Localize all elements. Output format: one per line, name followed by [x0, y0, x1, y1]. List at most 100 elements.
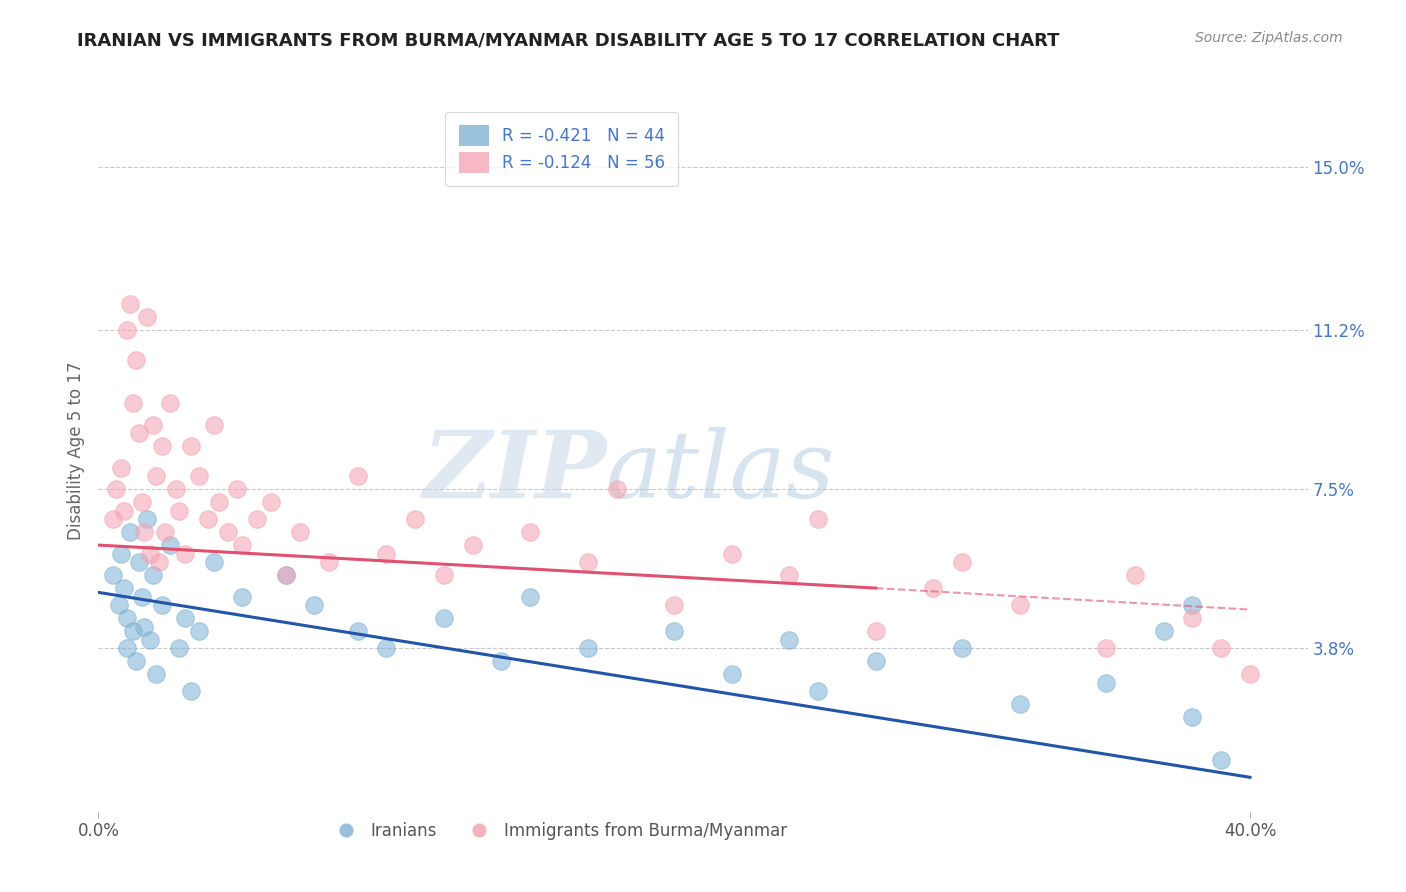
Point: [107, 599, 129, 613]
Point: [1181, 611, 1204, 625]
Point: [110, 460, 132, 475]
Point: [318, 555, 340, 569]
Point: [115, 323, 138, 337]
Point: [1008, 599, 1031, 613]
Point: [131, 495, 153, 509]
Point: [288, 525, 311, 540]
Point: [1211, 641, 1233, 656]
Point: [145, 667, 167, 681]
Point: [217, 525, 239, 540]
Point: [153, 525, 176, 540]
Point: [778, 568, 800, 582]
Text: atlas: atlas: [606, 427, 835, 517]
Point: [142, 417, 165, 432]
Point: [139, 632, 162, 647]
Point: [125, 353, 148, 368]
Point: [922, 581, 945, 595]
Point: [115, 611, 138, 625]
Legend: Iranians, Immigrants from Burma/Myanmar: Iranians, Immigrants from Burma/Myanmar: [322, 815, 793, 847]
Point: [188, 469, 211, 483]
Point: [778, 632, 800, 647]
Point: [1211, 753, 1233, 767]
Point: [1123, 568, 1146, 582]
Point: [104, 482, 127, 496]
Point: [167, 503, 190, 517]
Point: [131, 590, 153, 604]
Point: [112, 581, 135, 595]
Point: [231, 538, 253, 552]
Point: [145, 469, 167, 483]
Point: [664, 624, 686, 639]
Point: [173, 547, 195, 561]
Point: [606, 482, 628, 496]
Point: [120, 297, 142, 311]
Point: [664, 599, 686, 613]
Point: [197, 512, 219, 526]
Text: ZIP: ZIP: [422, 427, 606, 517]
Point: [950, 641, 973, 656]
Point: [142, 568, 165, 582]
Point: [950, 555, 973, 569]
Point: [433, 611, 456, 625]
Point: [461, 538, 484, 552]
Point: [225, 482, 247, 496]
Point: [120, 525, 142, 540]
Point: [519, 525, 541, 540]
Point: [173, 611, 195, 625]
Point: [404, 512, 426, 526]
Point: [246, 512, 269, 526]
Point: [491, 654, 513, 668]
Point: [188, 624, 211, 639]
Point: [346, 469, 368, 483]
Point: [136, 512, 159, 526]
Point: [274, 568, 297, 582]
Point: [180, 439, 202, 453]
Point: [1239, 667, 1261, 681]
Point: [139, 547, 162, 561]
Point: [231, 590, 253, 604]
Point: [720, 667, 742, 681]
Point: [1008, 697, 1031, 711]
Point: [304, 599, 326, 613]
Point: [865, 654, 887, 668]
Point: [865, 624, 887, 639]
Y-axis label: Disability Age 5 to 17: Disability Age 5 to 17: [66, 361, 84, 540]
Point: [128, 555, 150, 569]
Point: [148, 555, 170, 569]
Point: [165, 482, 187, 496]
Point: [112, 503, 135, 517]
Point: [115, 641, 138, 656]
Point: [136, 310, 159, 325]
Point: [125, 654, 148, 668]
Point: [1181, 710, 1204, 724]
Point: [260, 495, 283, 509]
Point: [159, 396, 181, 410]
Point: [159, 538, 181, 552]
Point: [202, 417, 225, 432]
Point: [807, 684, 830, 698]
Point: [1095, 675, 1118, 690]
Point: [375, 547, 398, 561]
Point: [134, 620, 156, 634]
Point: [720, 547, 742, 561]
Point: [576, 555, 599, 569]
Point: [576, 641, 599, 656]
Point: [134, 525, 156, 540]
Point: [202, 555, 225, 569]
Point: [167, 641, 190, 656]
Point: [128, 426, 150, 441]
Point: [433, 568, 456, 582]
Point: [180, 684, 202, 698]
Point: [1095, 641, 1118, 656]
Point: [150, 439, 173, 453]
Point: [1181, 599, 1204, 613]
Point: [375, 641, 398, 656]
Point: [208, 495, 231, 509]
Point: [122, 396, 145, 410]
Text: Source: ZipAtlas.com: Source: ZipAtlas.com: [1195, 31, 1343, 45]
Point: [101, 512, 124, 526]
Point: [807, 512, 830, 526]
Point: [346, 624, 368, 639]
Point: [110, 547, 132, 561]
Point: [101, 568, 124, 582]
